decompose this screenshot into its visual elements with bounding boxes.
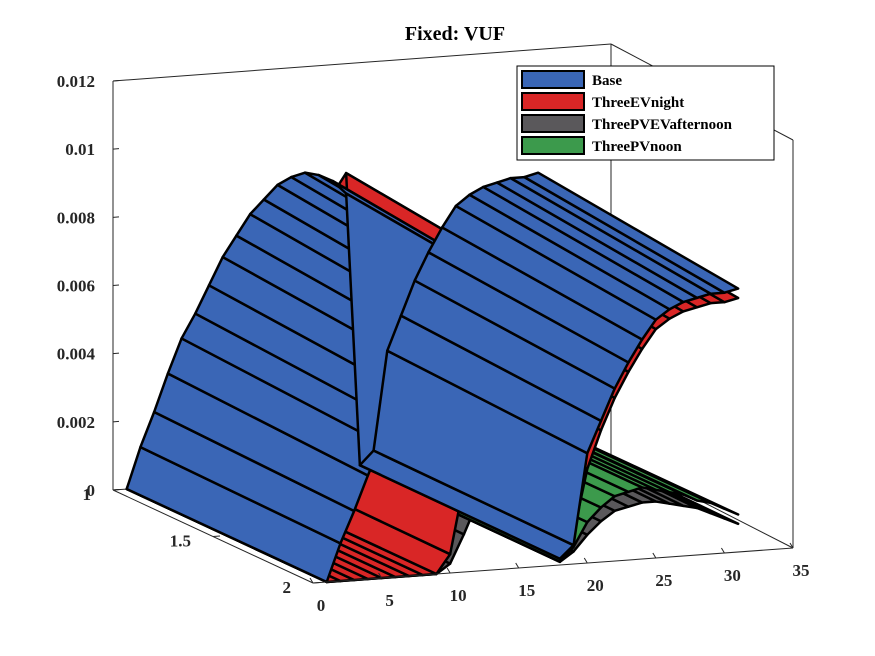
- legend-label: ThreeEVnight: [592, 95, 684, 111]
- surface-layers: [125, 171, 740, 584]
- z-tick-label: 0.012: [57, 72, 95, 91]
- x-tick-mark: [378, 572, 383, 579]
- y-tick-mark: [212, 535, 221, 537]
- chart-title: Fixed: VUF: [405, 23, 505, 45]
- legend-swatch: [521, 70, 585, 89]
- legend-swatch: [521, 92, 585, 111]
- z-tick-label: 0: [87, 481, 96, 500]
- x-tick-label: 5: [385, 591, 394, 610]
- x-tick-label: 10: [450, 586, 467, 605]
- x-tick-mark: [789, 542, 794, 549]
- z-tick-label: 0.002: [57, 413, 95, 432]
- legend-swatch: [521, 114, 585, 133]
- y-tick-mark: [312, 582, 321, 584]
- legend-label: ThreePVEVafternoon: [592, 117, 733, 133]
- surface-patch: [523, 171, 740, 294]
- y-tick-mark: [112, 489, 121, 491]
- x-tick-mark: [446, 567, 451, 574]
- x-tick-mark: [583, 557, 588, 564]
- z-tick-mark: [112, 420, 120, 423]
- z-tick-label: 0.01: [65, 140, 95, 159]
- x-tick-label: 30: [724, 566, 741, 585]
- top-back-edge: [112, 43, 612, 82]
- x-tick-label: 20: [587, 576, 604, 595]
- y-tick-label: 1: [83, 485, 92, 504]
- z-tick-label: 0.008: [57, 208, 95, 227]
- z-tick-mark: [112, 284, 120, 286]
- x-tick-label: 0: [317, 596, 326, 615]
- z-tick-mark: [112, 216, 120, 218]
- legend-label: Base: [592, 73, 622, 89]
- y-tick-label: 1.5: [170, 532, 191, 551]
- legend: Base ThreeEVnight ThreePVEVafternoon ThreeP…: [516, 65, 775, 161]
- z-tick-mark: [112, 80, 120, 82]
- x-tick-mark: [309, 577, 314, 584]
- y-tick-label: 2: [283, 578, 292, 597]
- x-tick-label: 25: [655, 571, 672, 590]
- z-tick-label: 0.006: [57, 277, 95, 296]
- x-tick-label: 35: [793, 561, 810, 580]
- z-tick-mark: [112, 352, 120, 355]
- tick-group: 0 0.002 0.004 0.006 0.008 0.01 0.012 0 5 10 15 20 25…: [57, 72, 810, 615]
- x-tick-mark: [515, 562, 520, 569]
- legend-swatch: [521, 136, 585, 155]
- x-tick-label: 15: [518, 581, 535, 600]
- z-tick-label: 0.004: [57, 345, 96, 364]
- legend-label: ThreePVnoon: [592, 139, 682, 155]
- z-tick-mark: [112, 148, 120, 150]
- surface-Base: [125, 171, 740, 584]
- x-axis-line: [312, 547, 794, 584]
- x-tick-mark: [720, 547, 725, 554]
- x-tick-mark: [652, 552, 657, 559]
